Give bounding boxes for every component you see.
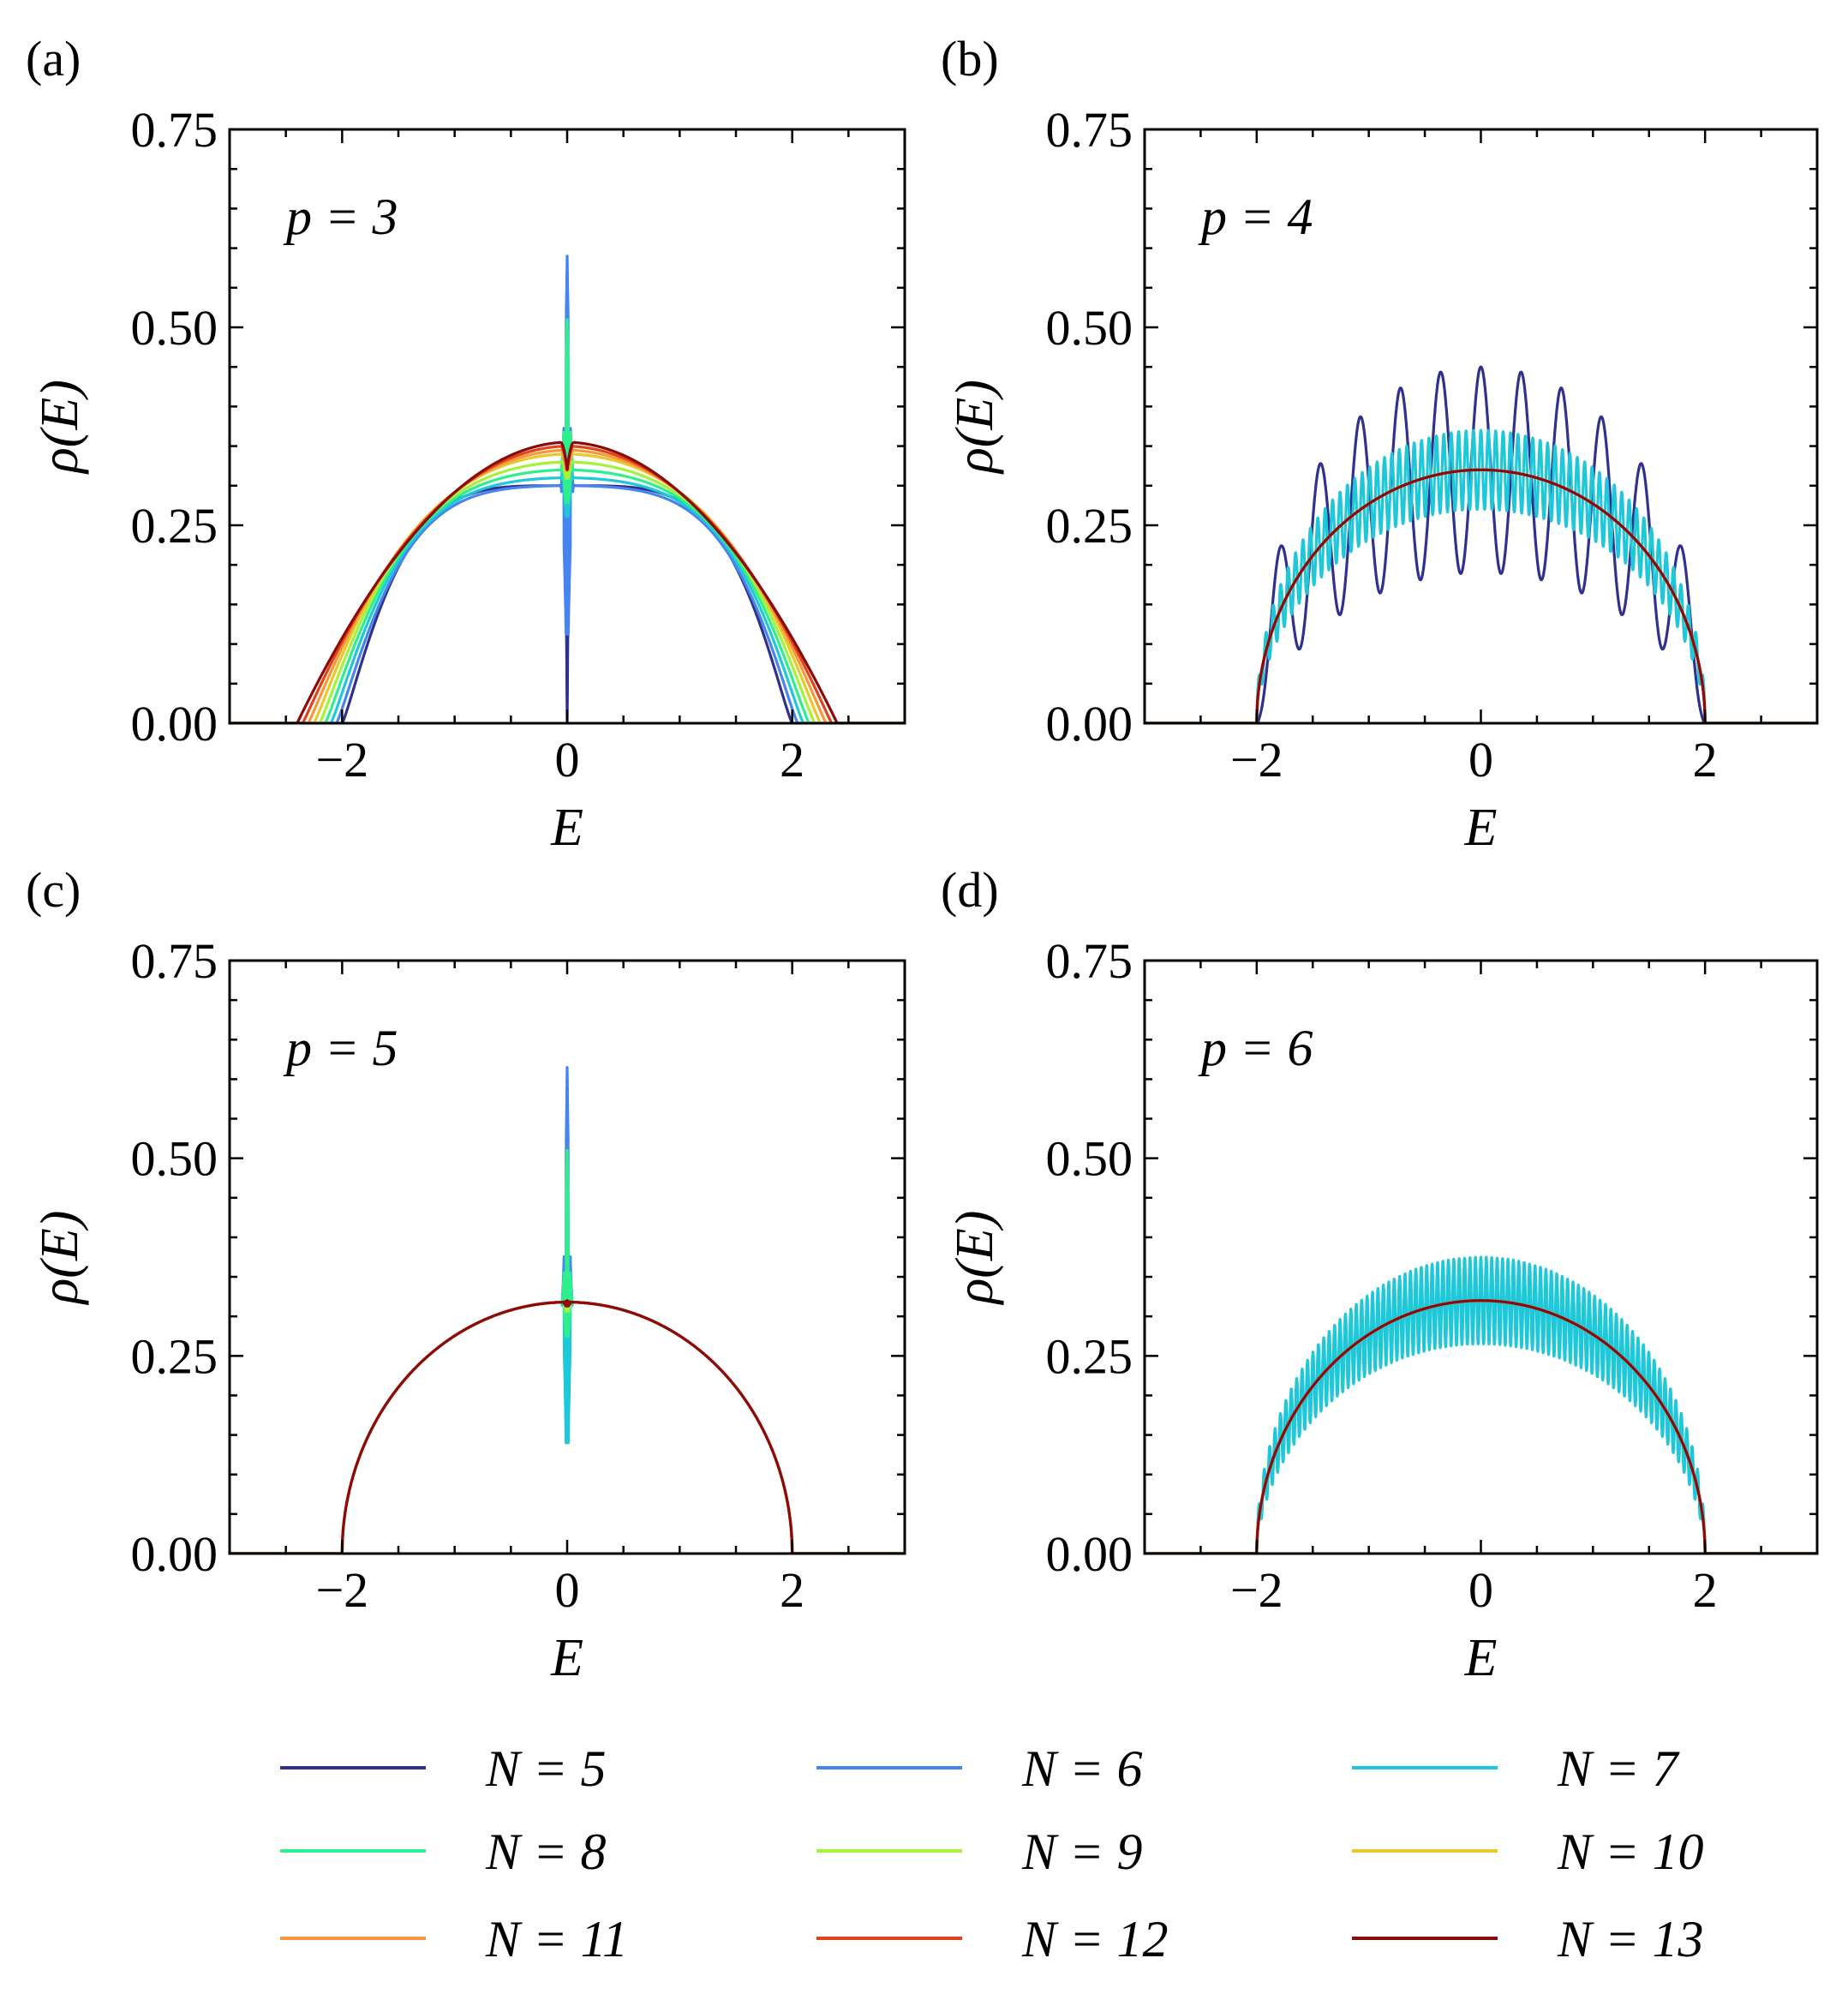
y-tick-label: 0.25 [1046, 1328, 1133, 1384]
series-line-11 [1145, 468, 1817, 723]
x-tick-label: 2 [1693, 1562, 1718, 1618]
series-line-13 [1145, 468, 1817, 723]
series-line-9 [1145, 468, 1817, 723]
legend-label: N = 10 [1557, 1823, 1704, 1880]
y-tick-label: 0.50 [1046, 1131, 1133, 1187]
series-line-6 [230, 254, 905, 723]
x-axis-label: E [550, 799, 583, 857]
x-tick-label: 2 [780, 1562, 804, 1618]
y-tick-label: 0.50 [1046, 300, 1133, 356]
y-tick-label: 0.50 [131, 1131, 218, 1187]
series-group [230, 1065, 905, 1554]
y-tick-label: 0.25 [1046, 498, 1133, 554]
series-line-8 [1145, 468, 1817, 723]
series-line-7 [1145, 1255, 1817, 1554]
y-tick-label: 0.75 [1046, 933, 1133, 989]
y-tick-label: 0.25 [131, 1328, 218, 1384]
series-line-12 [1145, 468, 1817, 723]
legend-label: N = 8 [485, 1823, 607, 1880]
y-axis-label: ρ(E) [946, 380, 1004, 475]
x-tick-label: 2 [780, 732, 804, 787]
legend-item: N = 12 [816, 1911, 1169, 1967]
x-tick-label: 0 [1468, 732, 1493, 787]
y-axis-label: ρ(E) [946, 1211, 1004, 1306]
series-line-8 [230, 318, 905, 723]
legend-item: N = 7 [1352, 1740, 1681, 1797]
series-line-13 [230, 1299, 905, 1554]
series-line-6 [230, 1065, 905, 1554]
x-axis-label: E [1464, 799, 1498, 857]
series-group [1145, 365, 1817, 723]
param-annotation: p = 4 [1198, 189, 1313, 245]
panel-label: (a) [26, 31, 81, 87]
series-line-8 [1145, 1299, 1817, 1554]
series-group [1145, 1255, 1817, 1554]
x-axis-label: E [1464, 1629, 1498, 1687]
param-annotation: p = 5 [283, 1020, 398, 1076]
panel-label: (d) [941, 862, 999, 918]
y-tick-label: 0.25 [131, 498, 218, 554]
series-group [230, 254, 905, 723]
panel-label: (c) [26, 862, 81, 918]
y-tick-label: 0.75 [1046, 102, 1133, 158]
y-axis-label: ρ(E) [31, 380, 89, 475]
y-tick-label: 0.00 [1046, 696, 1133, 752]
legend-item: N = 13 [1352, 1911, 1704, 1967]
x-tick-label: 0 [555, 1562, 580, 1618]
legend-label: N = 11 [485, 1911, 628, 1967]
legend: N = 5 N = 6 N = 7 N = 8 N = 9 N = 10 N = 11 N =… [280, 1740, 1704, 1967]
y-tick-label: 0.75 [131, 933, 218, 989]
y-tick-label: 0.75 [131, 102, 218, 158]
series-line-10 [1145, 468, 1817, 723]
y-tick-label: 0.00 [1046, 1526, 1133, 1582]
series-line-13 [1145, 1299, 1817, 1554]
x-tick-label: 2 [1693, 732, 1718, 787]
legend-label: N = 9 [1021, 1823, 1143, 1880]
series-line-12 [1145, 1299, 1817, 1554]
panel-label: (b) [941, 31, 999, 87]
chart-panel: −2 0 2 0.00 0.25 0.50 0.75 Eρ(E) (c) p = 5 [26, 862, 906, 1687]
legend-item: N = 8 [280, 1823, 607, 1880]
x-axis-label: E [550, 1629, 583, 1687]
param-annotation: p = 6 [1198, 1020, 1313, 1076]
x-tick-label: 0 [555, 732, 580, 787]
series-line-6 [1145, 1299, 1817, 1554]
legend-item: N = 9 [816, 1823, 1143, 1880]
legend-label: N = 6 [1021, 1740, 1143, 1797]
y-tick-label: 0.00 [131, 1526, 218, 1582]
legend-label: N = 13 [1557, 1911, 1704, 1967]
x-tick-label: −2 [315, 732, 368, 787]
series-line-13 [230, 440, 905, 723]
series-line-5 [1145, 365, 1817, 723]
x-tick-label: −2 [1230, 1562, 1283, 1618]
y-axis-label: ρ(E) [31, 1211, 89, 1306]
series-line-5 [1145, 1299, 1817, 1554]
param-annotation: p = 3 [283, 189, 398, 245]
legend-item: N = 10 [1352, 1823, 1704, 1880]
x-tick-label: −2 [315, 1562, 368, 1618]
series-line-8 [230, 1148, 905, 1554]
x-tick-label: −2 [1230, 732, 1283, 787]
legend-label: N = 7 [1557, 1740, 1681, 1797]
chart-panel: −2 0 2 0.00 0.25 0.50 0.75 Eρ(E) (b) p = 4 [941, 31, 1819, 857]
series-line-6 [1145, 468, 1817, 723]
y-tick-label: 0.00 [131, 696, 218, 752]
legend-item: N = 5 [280, 1740, 607, 1797]
x-tick-label: 0 [1468, 1562, 1493, 1618]
series-line-9 [1145, 1299, 1817, 1554]
chart-panel: −2 0 2 0.00 0.25 0.50 0.75 Eρ(E) (d) p = 6 [941, 862, 1819, 1687]
series-line-11 [1145, 1299, 1817, 1554]
series-line-10 [1145, 1299, 1817, 1554]
legend-label: N = 12 [1021, 1911, 1169, 1967]
y-tick-label: 0.50 [131, 300, 218, 356]
chart-panel: −2 0 2 0.00 0.25 0.50 0.75 Eρ(E) (a) p = 3 [26, 31, 906, 857]
series-line-7 [1145, 428, 1817, 723]
legend-label: N = 5 [485, 1740, 607, 1797]
legend-item: N = 6 [816, 1740, 1143, 1797]
legend-item: N = 11 [280, 1911, 628, 1967]
